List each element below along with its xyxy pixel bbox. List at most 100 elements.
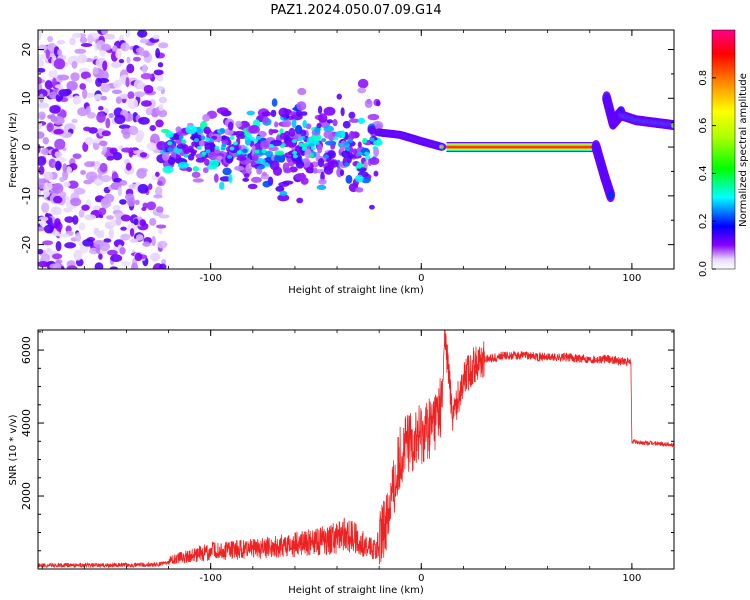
colorbar-tick-label: 0.2	[698, 213, 709, 229]
heatmap-band-blob	[185, 124, 197, 135]
heatmap-band-core	[324, 154, 330, 159]
heatmap-noise-blob	[83, 179, 93, 185]
colorbar-strip	[711, 29, 736, 270]
heatmap-noise-blob	[108, 228, 115, 239]
heatmap-band-blob	[352, 148, 358, 155]
heatmap-noise-blob	[104, 33, 116, 40]
heatmap-noise-blob	[119, 93, 128, 100]
carrier-line-core	[446, 145, 597, 149]
heatmap-band-blob	[167, 156, 176, 166]
heatmap-noise-blob	[140, 73, 153, 80]
heatmap-noise-blob	[40, 253, 51, 263]
heatmap-band-blob	[279, 190, 288, 197]
heatmap-noise-blob	[43, 171, 53, 181]
heatmap-noise-blob	[54, 218, 61, 227]
heatmap-noise-blob	[126, 197, 136, 207]
heatmap-band-core	[201, 151, 207, 156]
heatmap-noise-blob	[130, 262, 139, 269]
heatmap-noise-blob	[77, 107, 89, 117]
heatmap-band-core	[193, 138, 199, 143]
heatmap-band-blob	[299, 129, 307, 137]
heatmap-band-blob	[348, 130, 355, 141]
heatmap-noise-blob	[38, 76, 42, 85]
heatmap-noise-blob	[101, 130, 111, 137]
heatmap-noise-blob	[119, 246, 126, 255]
heatmap-band-core	[253, 138, 259, 143]
heatmap-band-core	[229, 146, 235, 151]
heatmap-noise-blob	[63, 181, 71, 187]
heatmap-band-blob	[340, 107, 345, 117]
heatmap-band-core	[333, 136, 339, 141]
heatmap-noise-blob	[141, 206, 147, 211]
heatmap-noise-blob	[140, 100, 152, 107]
heatmap-band-blob	[316, 122, 322, 129]
heatmap-band-blob	[369, 204, 375, 210]
heatmap-noise-blob	[43, 224, 54, 234]
heatmap-noise-blob	[121, 261, 131, 267]
heatmap-noise-blob	[50, 206, 62, 216]
heatmap-band-core	[205, 149, 211, 154]
heatmap-noise-blob	[67, 180, 79, 189]
heatmap-band-blob	[323, 165, 334, 175]
heatmap-noise-blob	[142, 64, 148, 74]
heatmap-noise-blob	[42, 240, 54, 246]
colorbar-label: Normalized spectral amplitude	[738, 73, 749, 227]
heatmap-band-blob	[277, 194, 290, 202]
heatmap-noise-blob	[139, 47, 145, 57]
heatmap-noise-blob	[155, 171, 160, 177]
heatmap-noise-blob	[55, 240, 62, 252]
heatmap-noise-blob	[38, 67, 46, 73]
spectrogram-y-tick-label: -10	[20, 187, 33, 205]
heatmap-band-blob	[367, 125, 377, 135]
heatmap-band-core	[308, 143, 314, 148]
heatmap-noise-blob	[64, 123, 76, 132]
heatmap-band-blob	[235, 120, 242, 128]
heatmap-band-core	[369, 137, 375, 142]
heatmap-band-blob	[273, 154, 286, 163]
heatmap-band-core	[302, 145, 308, 150]
heatmap-noise-blob	[158, 96, 168, 104]
heatmap-band-blob	[260, 140, 271, 150]
heatmap-noise-blob	[136, 82, 146, 89]
heatmap-band-blob	[216, 155, 223, 161]
heatmap-noise-blob	[156, 206, 164, 213]
heatmap-band-blob	[323, 106, 336, 116]
heatmap-band-blob	[361, 176, 371, 184]
spectrogram-y-tick-label: -20	[20, 236, 33, 254]
heatmap-noise-blob	[120, 42, 130, 52]
heatmap-noise-blob	[104, 108, 109, 114]
heatmap-band-blob	[357, 87, 367, 94]
heatmap-noise-blob	[113, 177, 123, 183]
heatmap-noise-blob	[146, 201, 157, 211]
heatmap-noise-blob	[85, 171, 98, 181]
heatmap-noise-blob	[41, 147, 49, 156]
heatmap-noise-blob	[58, 89, 71, 97]
heatmap-band-blob	[165, 130, 174, 138]
heatmap-noise-blob	[129, 238, 139, 243]
heatmap-band-blob	[336, 93, 342, 100]
heatmap-band-blob	[206, 164, 218, 170]
heatmap-noise-blob	[159, 263, 167, 269]
heatmap-band-core	[280, 143, 286, 148]
heatmap-band-core	[227, 154, 233, 159]
snr-y-axis: 2000 4000 6000	[20, 331, 674, 552]
heatmap-band-blob	[323, 125, 335, 133]
heatmap-noise-blob	[38, 58, 45, 68]
heatmap-noise-blob	[87, 92, 94, 98]
heatmap-band-blob	[296, 197, 304, 204]
heatmap-tone-core	[439, 145, 444, 149]
heatmap-noise-blob	[72, 153, 82, 159]
heatmap-noise-blob	[105, 117, 111, 129]
heatmap-noise-blob	[84, 214, 97, 221]
heatmap-noise-blob	[137, 183, 149, 194]
heatmap-band-blob	[297, 87, 307, 96]
heatmap-noise-blob	[100, 95, 108, 101]
spectrogram-y-label: Frequency (Hz)	[8, 112, 19, 188]
chart-title: PAZ1.2024.050.07.09.G14	[270, 3, 441, 18]
heatmap-noise-blob	[161, 258, 167, 265]
heatmap-band-core	[236, 150, 242, 155]
heatmap-band-core	[308, 153, 314, 158]
heatmap-noise-blob	[72, 215, 79, 225]
